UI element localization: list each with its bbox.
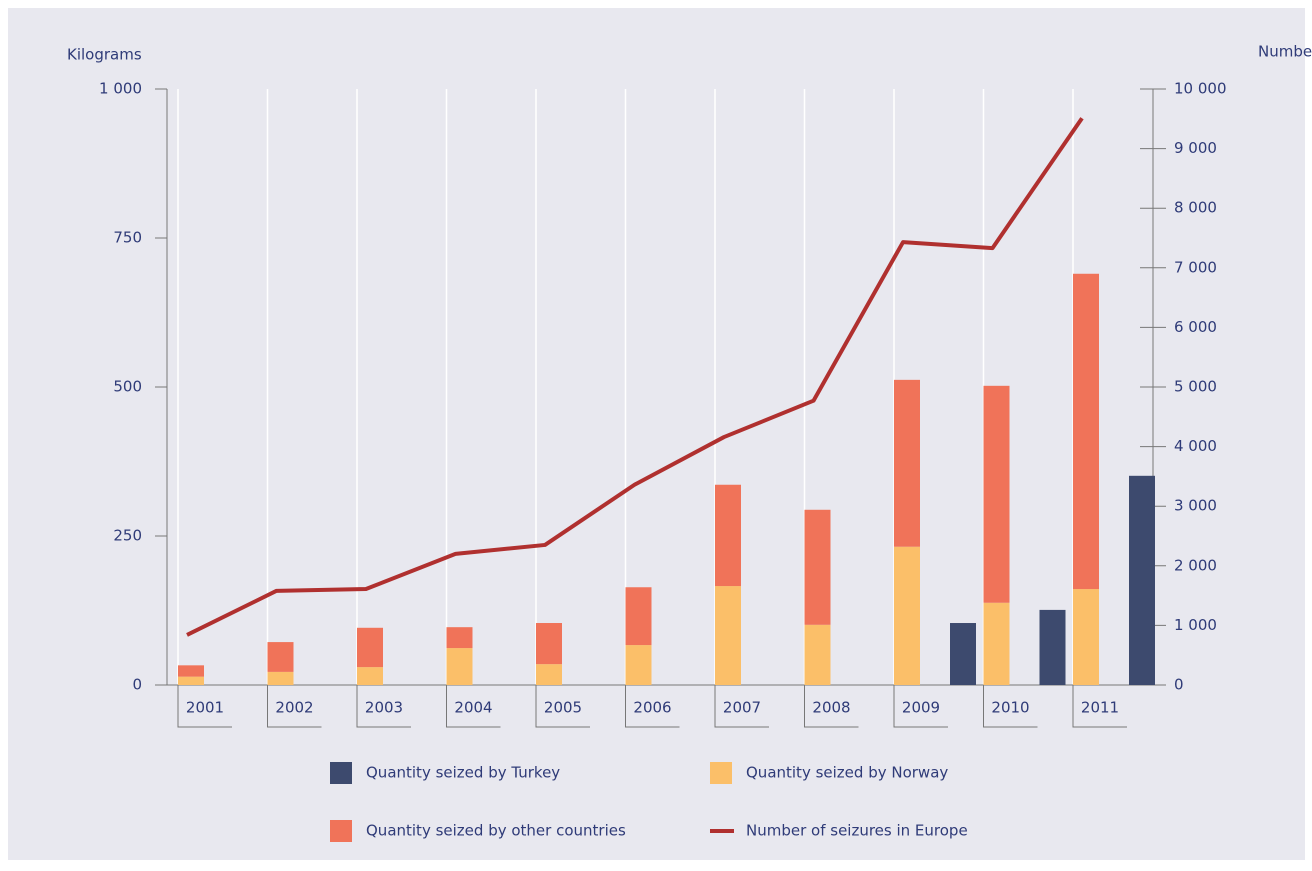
category-bracket <box>893 685 948 728</box>
y-tick-label: 250 <box>113 527 142 545</box>
bar-segment <box>715 484 741 587</box>
category-bracket <box>625 685 680 728</box>
category-bracket <box>1072 685 1127 728</box>
bar-segment <box>357 627 383 668</box>
bar-segment <box>983 602 1010 685</box>
bar <box>950 623 976 685</box>
bar-segment <box>178 676 204 685</box>
bar <box>1039 609 1066 685</box>
category-bracket <box>446 685 501 728</box>
bar-segment <box>267 671 294 685</box>
category-bracket <box>983 685 1038 728</box>
category-bracket <box>356 685 411 728</box>
category-bracket <box>177 685 232 728</box>
y2-tick-label: 9 000 <box>1174 139 1217 157</box>
x-tick-label: 2006 <box>633 699 671 717</box>
bar-segment <box>446 627 473 649</box>
y2-tick-label: 4 000 <box>1174 437 1217 455</box>
category-bracket <box>714 685 769 728</box>
y-tick-label: 0 <box>132 676 142 694</box>
x-tick-label: 2010 <box>991 699 1029 717</box>
y-tick-label: 750 <box>113 229 142 247</box>
category-bracket <box>535 685 590 728</box>
legend-swatch <box>710 762 732 784</box>
bar-segment <box>804 509 831 625</box>
x-tick-label: 2011 <box>1081 699 1119 717</box>
x-tick-label: 2005 <box>544 699 582 717</box>
y2-axis-label: Number <box>1258 43 1312 61</box>
x-tick-label: 2009 <box>902 699 940 717</box>
legend-swatch <box>330 820 352 842</box>
y2-tick-label: 1 000 <box>1174 616 1217 634</box>
x-tick-label: 2003 <box>365 699 403 717</box>
y2-tick-label: 10 000 <box>1174 80 1227 98</box>
x-tick-label: 2008 <box>812 699 850 717</box>
bar-segment <box>1073 273 1099 590</box>
bar-segment <box>178 665 204 677</box>
legend-label: Number of seizures in Europe <box>746 822 968 840</box>
legend-label: Quantity seized by other countries <box>366 822 626 840</box>
bar-segment <box>715 586 741 685</box>
x-tick-label: 2002 <box>275 699 313 717</box>
legend-label: Quantity seized by Turkey <box>366 764 560 782</box>
bar-segment <box>267 642 294 672</box>
bar-segment <box>625 645 652 685</box>
y2-tick-label: 3 000 <box>1174 497 1217 515</box>
panel <box>8 8 1305 860</box>
y2-tick-label: 8 000 <box>1174 199 1217 217</box>
category-bracket <box>267 685 322 728</box>
bar-segment <box>357 667 383 685</box>
y-tick-label: 500 <box>113 378 142 396</box>
line-series <box>186 117 1084 637</box>
bar-segment <box>983 385 1010 603</box>
bar-segment <box>894 379 920 547</box>
legend-label: Quantity seized by Norway <box>746 764 948 782</box>
bar-segment <box>536 664 562 685</box>
bar-segment <box>804 624 831 685</box>
y-tick-label: 1 000 <box>99 80 142 98</box>
y2-tick-label: 7 000 <box>1174 258 1217 276</box>
bar-segment <box>1073 589 1099 685</box>
category-bracket <box>804 685 859 728</box>
bar-segment <box>536 623 562 665</box>
bar <box>1129 475 1155 685</box>
x-tick-label: 2007 <box>723 699 761 717</box>
legend-swatch <box>330 762 352 784</box>
x-tick-label: 2004 <box>454 699 492 717</box>
y2-tick-label: 2 000 <box>1174 556 1217 574</box>
x-tick-label: 2001 <box>186 699 224 717</box>
y2-tick-label: 5 000 <box>1174 378 1217 396</box>
bar-segment <box>446 648 473 685</box>
bar-segment <box>894 546 920 685</box>
y-axis-label: Kilograms <box>67 46 142 64</box>
y2-tick-label: 0 <box>1174 676 1184 694</box>
bar-segment <box>625 587 652 646</box>
y2-tick-label: 6 000 <box>1174 318 1217 336</box>
